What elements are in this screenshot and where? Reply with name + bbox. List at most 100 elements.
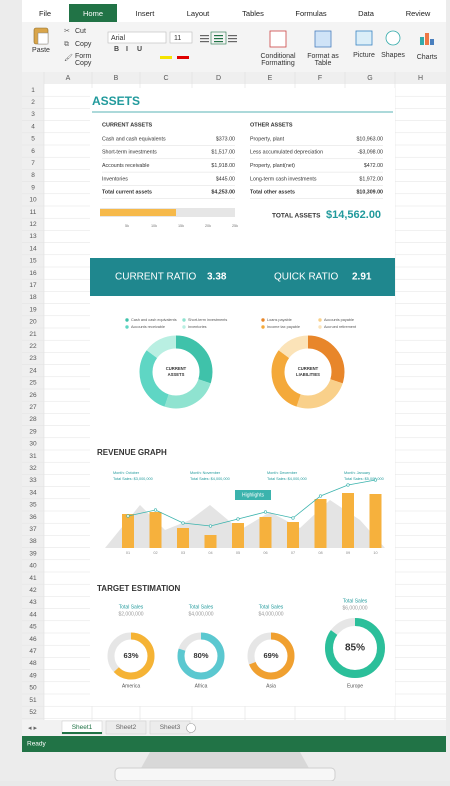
column-header: B xyxy=(114,75,119,82)
donut-center: CURRENT xyxy=(166,366,187,371)
bar-label: 01 xyxy=(126,551,130,555)
target-arc xyxy=(325,618,385,678)
row-header: 32 xyxy=(29,465,37,472)
scale-label: 5k xyxy=(125,224,129,228)
donut-center: CURRENT xyxy=(298,366,319,371)
bar-label: 05 xyxy=(236,551,240,555)
donut-hole xyxy=(153,349,199,395)
trend-point xyxy=(263,510,268,514)
asset-value: $472.00 xyxy=(364,163,383,169)
row-header: 7 xyxy=(31,160,35,167)
font-color-icon xyxy=(177,56,189,59)
row-header: 27 xyxy=(29,404,37,411)
section-title: ASSETS xyxy=(92,94,140,108)
bar-label: 10 xyxy=(373,551,377,555)
row-header: 23 xyxy=(29,355,37,362)
trend-point xyxy=(153,508,158,512)
clipboard-icon: ✂ xyxy=(64,28,70,35)
row-header: 31 xyxy=(29,453,37,460)
sheet-tab[interactable]: Sheet3 xyxy=(160,724,181,731)
sales-value: $6,000,000 xyxy=(342,605,367,611)
ribbon-tab[interactable]: File xyxy=(39,9,51,18)
charts-button: Charts xyxy=(417,54,438,61)
region-label: Asia xyxy=(266,683,276,689)
asset-value: $373.00 xyxy=(216,136,235,142)
legend-label: Accrued retirement xyxy=(324,325,357,329)
trend-point xyxy=(346,483,350,487)
row-header-bar xyxy=(22,84,44,720)
row-header: 49 xyxy=(29,672,37,679)
ribbon-tab[interactable]: Home xyxy=(83,9,103,18)
bar-label: 08 xyxy=(318,551,322,555)
row-header: 26 xyxy=(29,392,37,399)
row-header: 5 xyxy=(31,136,35,143)
table-heading: CURRENT ASSETS xyxy=(102,122,153,128)
target-percent: 69% xyxy=(263,651,278,660)
sheet-tab-bg xyxy=(105,720,147,735)
row-header: 24 xyxy=(29,367,37,374)
row-header: 35 xyxy=(29,502,37,509)
row-header: 51 xyxy=(29,697,37,704)
column-header: F xyxy=(318,75,322,82)
total-label: TOTAL ASSETS xyxy=(272,213,321,220)
row-header: 48 xyxy=(29,660,37,667)
infographic-panel xyxy=(90,88,395,706)
asset-name: Long-term cash investments xyxy=(250,176,317,182)
clipboard-icon: ⧉ xyxy=(64,41,69,48)
callout-month: Month: October xyxy=(113,471,140,475)
donut-center: LIABILITIES xyxy=(296,372,320,377)
target-arc xyxy=(177,632,225,680)
sheet-tab[interactable]: Sheet1 xyxy=(72,724,93,731)
ribbon-tab[interactable]: Layout xyxy=(187,9,210,18)
revenue-bar xyxy=(204,535,217,548)
row-header: 22 xyxy=(29,343,37,350)
callout-month: Month: January xyxy=(344,471,370,475)
sheet-nav[interactable]: ◂ ▸ xyxy=(28,725,37,732)
cut-button: Cut xyxy=(75,28,86,35)
ribbon-tab[interactable]: Formulas xyxy=(295,9,327,18)
asset-name: Inventories xyxy=(102,176,128,182)
highlight-box xyxy=(235,490,271,500)
column-header-bar xyxy=(22,72,446,84)
donut-segment xyxy=(271,335,345,409)
ribbon-tab[interactable]: Tables xyxy=(242,9,264,18)
table-heading: OTHER ASSETS xyxy=(250,122,293,128)
asset-name: Cash and cash equivalents xyxy=(102,136,166,142)
column-header: G xyxy=(367,75,372,82)
ribbon-tab[interactable]: Review xyxy=(406,9,431,18)
add-sheet[interactable] xyxy=(186,723,196,733)
legend-dot xyxy=(261,325,265,329)
revenue-bar xyxy=(122,514,134,548)
row-header: 40 xyxy=(29,563,37,570)
ribbon-tab[interactable]: Insert xyxy=(136,9,156,18)
sales-value: $4,000,000 xyxy=(258,611,283,617)
row-header: 8 xyxy=(31,172,35,179)
sales-label: Total Sales xyxy=(119,604,144,610)
format-as-table: Table xyxy=(315,60,332,67)
row-header: 38 xyxy=(29,538,37,545)
row-header: 43 xyxy=(29,599,37,606)
row-header: 39 xyxy=(29,550,37,557)
revenue-bar xyxy=(232,523,244,548)
revenue-bar xyxy=(314,499,327,548)
legend-label: Short-term investments xyxy=(188,318,227,322)
scale-label: 25k xyxy=(232,224,238,228)
row-header: 16 xyxy=(29,270,37,277)
row-header: 52 xyxy=(29,709,37,716)
format-icon: U xyxy=(137,46,142,53)
total-value: $14,562.00 xyxy=(326,209,381,221)
scale-label: 20k xyxy=(205,224,211,228)
section-title: TARGET ESTIMATION xyxy=(97,584,180,593)
row-header: 19 xyxy=(29,306,37,313)
copy-button: Copy xyxy=(75,41,92,48)
sheet-tab-underline xyxy=(62,732,102,734)
donut-segment xyxy=(139,335,213,409)
row-header: 37 xyxy=(29,526,37,533)
ribbon-tab[interactable]: Data xyxy=(358,9,375,18)
callout-sales: Total Sales: $3,000,000 xyxy=(113,477,153,481)
row-header: 2 xyxy=(31,99,35,106)
row-header: 20 xyxy=(29,319,37,326)
sheet-tab[interactable]: Sheet2 xyxy=(116,724,137,731)
section-title: REVENUE GRAPH xyxy=(97,448,167,457)
